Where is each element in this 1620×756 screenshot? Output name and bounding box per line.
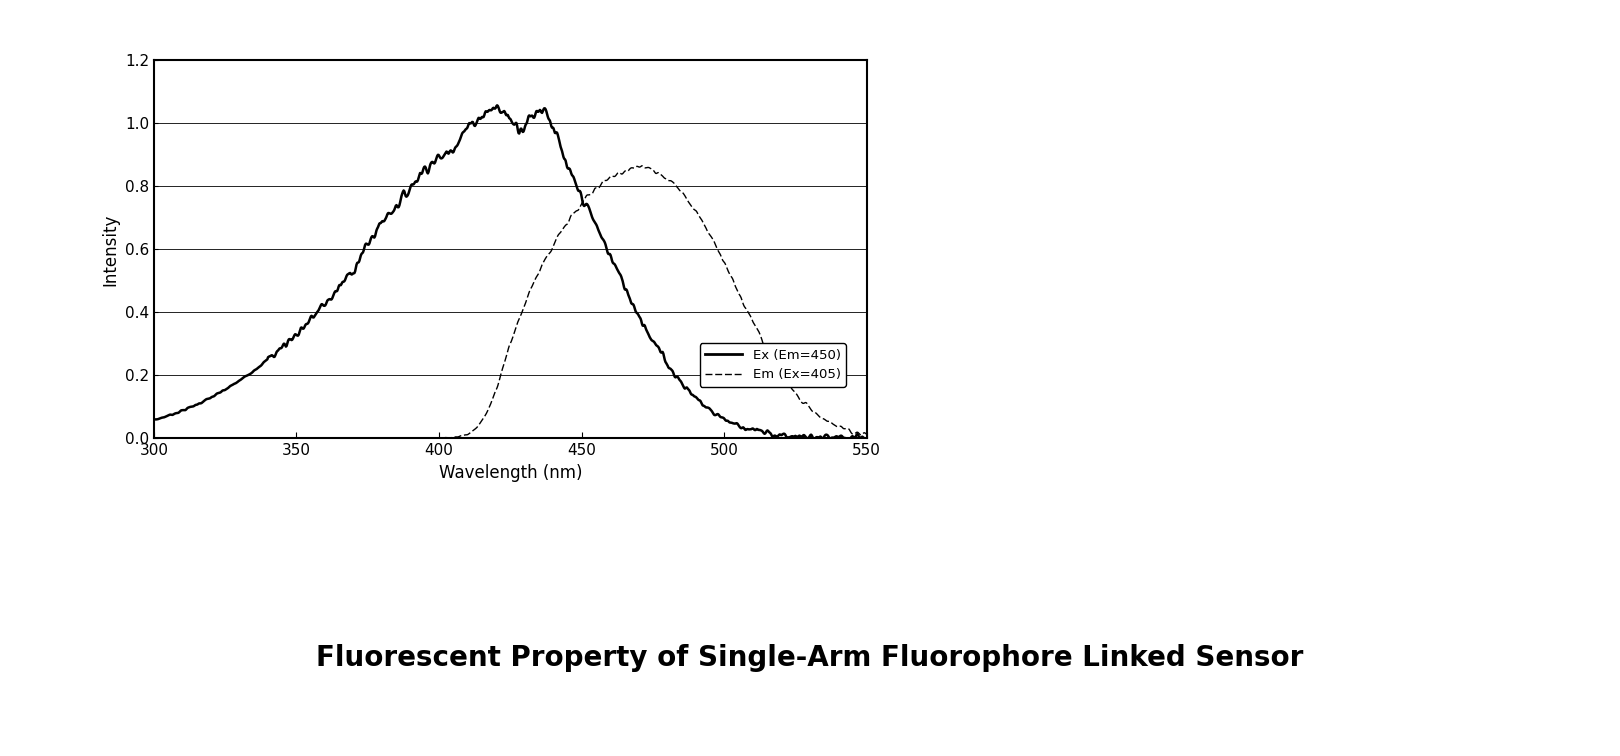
Ex (Em=450) [433,153,452,163]
Em (Ex=405) [144,434,164,443]
Em (Ex=405) [632,161,651,170]
Ex (Em=450) [857,434,876,443]
Ex (Em=450) [804,434,823,443]
Em (Ex=405) [701,232,721,241]
Ex (Em=450) [713,414,732,423]
Text: Fluorescent Property of Single-Arm Fluorophore Linked Sensor: Fluorescent Property of Single-Arm Fluor… [316,643,1304,672]
Em (Ex=405) [149,434,168,443]
Ex (Em=450) [458,122,478,131]
Ex (Em=450) [635,321,654,330]
Em (Ex=405) [714,257,734,266]
Ex (Em=450) [217,384,237,393]
Line: Ex (Em=450): Ex (Em=450) [154,105,867,438]
X-axis label: Wavelength (nm): Wavelength (nm) [439,464,582,482]
Em (Ex=405) [635,163,654,172]
Em (Ex=405) [217,434,237,443]
Em (Ex=405) [433,433,452,442]
Ex (Em=450) [701,405,721,414]
Ex (Em=450) [144,415,164,424]
Y-axis label: Intensity: Intensity [100,213,120,286]
Line: Em (Ex=405): Em (Ex=405) [154,166,867,438]
Em (Ex=405) [857,429,876,438]
Legend: Ex (Em=450), Em (Ex=405): Ex (Em=450), Em (Ex=405) [700,343,846,386]
Ex (Em=450) [488,101,507,110]
Em (Ex=405) [458,429,478,438]
